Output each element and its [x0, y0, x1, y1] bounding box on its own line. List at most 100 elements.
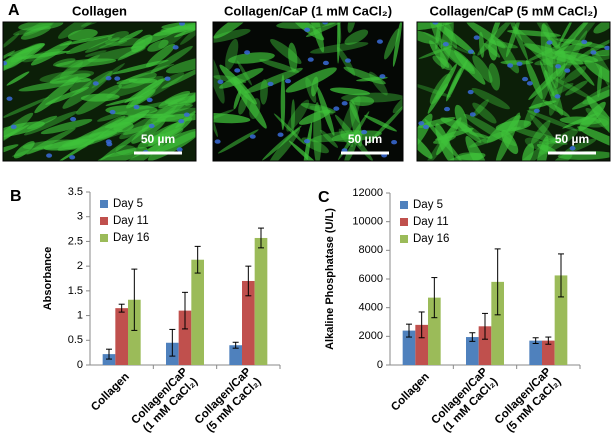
- cell-fiber: [119, 113, 164, 140]
- y-axis-label: Alkaline Phosphatase (U/L): [324, 208, 336, 350]
- nucleus: [105, 139, 112, 144]
- bar: [529, 340, 542, 365]
- nucleus: [341, 101, 348, 106]
- cell-fiber: [351, 96, 375, 106]
- cell-fiber: [66, 36, 113, 55]
- cell-fiber: [22, 48, 61, 63]
- cell-fiber: [552, 22, 592, 60]
- nucleus: [214, 139, 221, 144]
- cell-fiber: [585, 107, 610, 142]
- nucleus: [322, 22, 329, 25]
- y-tick-label: 3: [77, 211, 83, 223]
- panel-label: B: [10, 188, 22, 205]
- cell-fiber: [432, 22, 476, 55]
- cell-fiber: [337, 22, 341, 64]
- cell-fiber: [445, 152, 486, 161]
- nucleus: [379, 74, 386, 79]
- nucleus: [267, 81, 274, 87]
- cell-fiber: [3, 96, 50, 119]
- cell-fiber: [150, 107, 196, 123]
- cell-fiber: [238, 94, 248, 115]
- cell-fiber: [429, 40, 450, 68]
- nucleus: [244, 50, 251, 55]
- nucleus: [46, 153, 53, 158]
- cell-fiber: [466, 22, 506, 49]
- cell-fiber: [288, 42, 298, 72]
- nucleus: [92, 81, 99, 86]
- cell-fiber: [225, 38, 239, 71]
- cell-fiber: [344, 29, 369, 46]
- nucleus: [109, 109, 116, 115]
- cell-fiber: [577, 126, 610, 153]
- nucleus: [391, 140, 398, 145]
- cell-fiber: [3, 33, 20, 49]
- nucleus: [418, 121, 425, 126]
- cell-fiber: [87, 46, 146, 63]
- nucleus: [70, 116, 77, 122]
- legend-swatch: [100, 200, 108, 208]
- cell-fiber: [13, 23, 53, 36]
- cell-fiber: [142, 133, 165, 145]
- cell-fiber: [233, 89, 242, 110]
- nucleus: [444, 106, 451, 112]
- cell-fiber: [185, 88, 196, 106]
- legend-swatch: [400, 218, 408, 226]
- cell-fiber: [107, 30, 129, 41]
- nucleus: [546, 40, 553, 45]
- cell-fiber: [91, 63, 125, 89]
- cell-fiber: [505, 22, 521, 58]
- cell-fiber: [525, 38, 576, 63]
- cell-fiber: [320, 129, 339, 148]
- bar: [254, 237, 268, 365]
- image-border: [212, 21, 404, 162]
- nucleus: [234, 68, 241, 73]
- cell-fiber: [555, 50, 566, 77]
- nucleus: [69, 155, 76, 160]
- cell-fiber: [526, 110, 578, 131]
- cell-fiber: [472, 55, 493, 83]
- cell-fiber: [468, 132, 490, 139]
- cell-fiber: [512, 138, 558, 161]
- y-tick-label: 2000: [359, 330, 383, 342]
- cell-fiber: [510, 127, 568, 145]
- bar: [428, 297, 441, 365]
- legend-label: Day 11: [113, 215, 149, 227]
- cell-fiber: [562, 113, 599, 129]
- cell-fiber: [262, 125, 302, 161]
- cell-fiber: [114, 143, 164, 161]
- bar: [478, 326, 492, 365]
- cell-fiber: [61, 128, 123, 147]
- cell-fiber: [597, 66, 603, 98]
- cell-fiber: [446, 59, 468, 99]
- x-tick-label: Collagen: [89, 371, 132, 414]
- cell-fiber: [6, 71, 30, 86]
- cell-fiber: [535, 136, 549, 161]
- cell-fiber: [213, 22, 251, 39]
- cell-fiber: [67, 29, 98, 41]
- cell-fiber: [173, 26, 196, 38]
- nucleus: [303, 138, 310, 144]
- cell-fiber: [593, 49, 610, 57]
- y-tick-label: 2.5: [68, 235, 83, 247]
- cell-fiber: [57, 22, 102, 39]
- legend-swatch: [100, 234, 108, 242]
- legend-label: Day 5: [113, 198, 143, 210]
- bar: [542, 340, 555, 365]
- cell-fiber: [289, 22, 325, 41]
- panel-label: A: [8, 2, 20, 19]
- cell-fiber: [145, 43, 176, 68]
- cell-fiber: [110, 114, 135, 130]
- cell-fiber: [126, 78, 164, 109]
- cell-fiber: [478, 31, 485, 58]
- cell-fiber: [288, 140, 332, 161]
- cell-fiber: [88, 115, 126, 138]
- nucleus: [344, 58, 351, 63]
- legend-swatch: [400, 235, 408, 243]
- x-tick-label: Collagen: [389, 371, 432, 414]
- nucleus: [604, 45, 610, 51]
- cell-fiber: [228, 52, 275, 64]
- nucleus: [432, 22, 439, 25]
- nucleus: [105, 75, 112, 81]
- cell-fiber: [472, 99, 489, 117]
- cell-fiber: [213, 50, 225, 104]
